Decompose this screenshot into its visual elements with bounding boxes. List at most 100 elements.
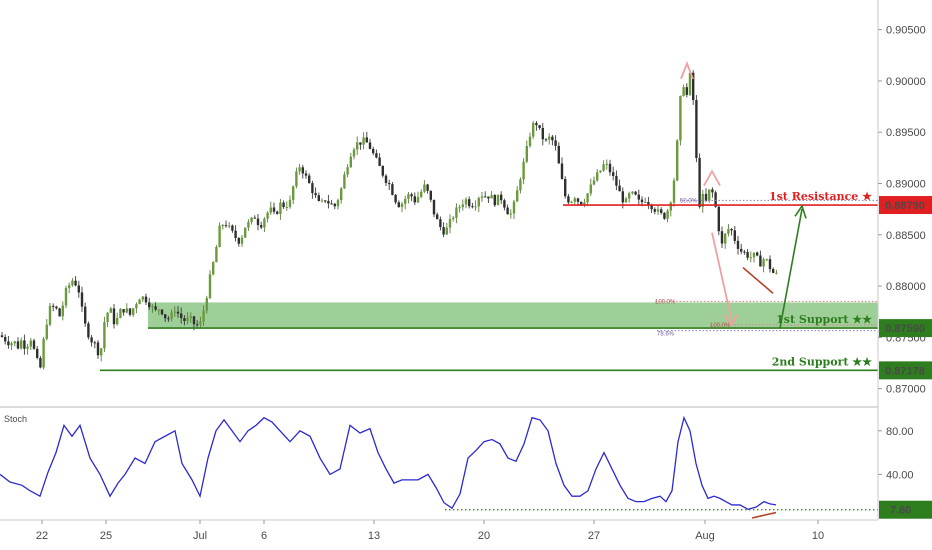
candle-body: [640, 199, 644, 203]
price-tick-label: 0.89500: [886, 127, 926, 139]
candle-body: [762, 259, 765, 267]
candle-body: [743, 251, 746, 253]
candle-body: [279, 202, 282, 214]
candle-body: [612, 172, 615, 176]
candle-body: [708, 189, 711, 201]
candle-body: [685, 87, 688, 95]
candle-body: [48, 305, 52, 325]
stoch-panel: Stoch: [0, 414, 878, 519]
candle-body: [442, 227, 445, 235]
stoch-tick-label: 40.00: [886, 469, 914, 481]
candle-body: [679, 95, 682, 141]
candle-body: [410, 194, 413, 197]
candle-body: [288, 199, 292, 208]
candle-body: [135, 304, 138, 309]
candle-body: [548, 136, 551, 140]
candle-body: [580, 201, 583, 206]
candle-body: [144, 296, 148, 303]
candle-body: [474, 206, 477, 208]
candle-body: [736, 240, 740, 249]
candle-body: [20, 340, 23, 349]
candle-body: [154, 306, 157, 310]
candle-body: [724, 233, 727, 244]
support-zone: [148, 302, 878, 329]
candle-body: [727, 228, 730, 234]
candle-body: [186, 317, 189, 322]
candle-body: [234, 230, 237, 239]
candle-body: [61, 305, 64, 317]
date-tick-label: 6: [261, 530, 267, 542]
candle-body: [576, 198, 580, 202]
candle-body: [176, 311, 180, 314]
price-tick-label: 0.90000: [886, 76, 926, 88]
candle-body: [160, 309, 164, 315]
candle-body: [352, 149, 356, 157]
candle-body: [663, 212, 666, 219]
level-badge-support2: [879, 361, 932, 380]
level-label-support2: 2nd Support ★★: [772, 355, 872, 368]
candle-body: [282, 202, 285, 208]
candle-body: [119, 309, 122, 319]
candle-body: [682, 87, 685, 96]
candle-body: [532, 122, 535, 137]
candle-body: [87, 323, 90, 338]
candle-body: [528, 136, 532, 146]
candle-body: [164, 314, 167, 319]
candle-body: [468, 199, 471, 207]
candle-body: [253, 217, 256, 219]
candle-body: [266, 212, 269, 219]
candle-body: [308, 175, 311, 184]
candle-body: [215, 247, 218, 263]
candle-body: [237, 238, 240, 244]
candle-body: [717, 206, 720, 232]
candle-body: [765, 259, 768, 261]
candle-body: [52, 305, 55, 307]
candle-body: [461, 204, 464, 208]
candle-body: [496, 194, 500, 206]
candle-body: [346, 167, 349, 175]
candle-body: [746, 251, 749, 258]
candle-body: [100, 348, 103, 356]
candle-body: [42, 338, 45, 368]
candle-body: [295, 171, 298, 187]
candle-body: [74, 280, 77, 286]
candle-body: [471, 206, 474, 208]
annotation-arrows: [680, 61, 807, 329]
candle-body: [112, 308, 116, 325]
candle-body: [621, 191, 624, 203]
date-tick-label: 25: [100, 530, 112, 542]
candle-body: [109, 308, 112, 313]
candle-body: [208, 274, 212, 299]
candle-body: [487, 196, 490, 199]
date-tick-label: Aug: [695, 530, 715, 542]
candle-body: [413, 196, 416, 203]
candle-body: [423, 184, 426, 192]
candle-body: [240, 237, 244, 244]
up-arrow-shaft: [779, 208, 803, 329]
candle-body: [103, 322, 106, 349]
candle-body: [596, 172, 599, 181]
up-arrow-head: [794, 204, 807, 219]
candle-body: [519, 179, 522, 191]
candle-body: [90, 337, 93, 343]
price-tick-label: 0.88000: [886, 281, 926, 293]
candle-body: [480, 196, 484, 199]
candle-body: [564, 178, 567, 197]
divergence-line-stoch: [751, 511, 777, 519]
candle-body: [336, 200, 340, 207]
candle-body: [298, 167, 301, 172]
candle-body: [740, 248, 743, 252]
candle-body: [189, 316, 192, 318]
candle-body: [400, 203, 404, 208]
candle-body: [157, 309, 160, 311]
candle-body: [583, 202, 586, 206]
level-label-support1: 1st Support ★★: [776, 313, 872, 326]
candle-body: [618, 185, 621, 192]
candle-body: [538, 125, 541, 128]
candle-body: [554, 140, 557, 146]
candle-body: [39, 357, 42, 368]
candle-body: [10, 343, 13, 346]
price-tick-label: 0.87000: [886, 384, 926, 396]
candle-body: [666, 210, 669, 219]
candle-body: [260, 225, 263, 228]
